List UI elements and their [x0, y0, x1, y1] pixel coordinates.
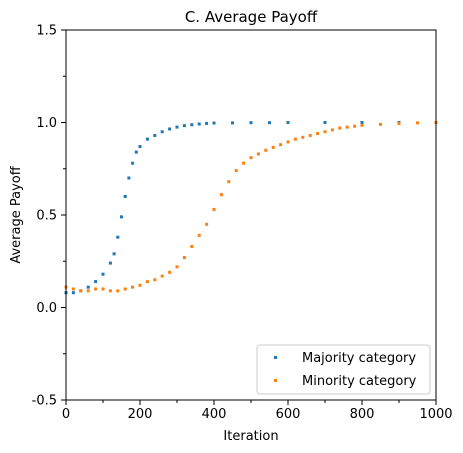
data-point [286, 121, 290, 124]
data-point [323, 130, 327, 134]
data-point [360, 121, 364, 124]
data-point [197, 233, 201, 237]
data-point [71, 291, 75, 295]
legend-marker-minority [274, 379, 277, 382]
data-point [345, 125, 349, 129]
legend-label-minority: Minority category [302, 374, 417, 389]
data-point [182, 124, 186, 128]
data-point [308, 133, 312, 137]
data-point [160, 130, 164, 134]
data-point [397, 121, 401, 125]
x-tick-label: 600 [276, 407, 301, 422]
data-point [86, 289, 90, 293]
data-point [145, 137, 149, 141]
data-point [101, 272, 105, 276]
data-point [175, 265, 179, 269]
y-tick-label: 0.0 [36, 301, 57, 316]
data-point [279, 143, 283, 147]
data-point [293, 137, 297, 141]
data-point [168, 270, 172, 274]
data-point [79, 289, 83, 293]
data-point [227, 180, 231, 184]
data-point [153, 278, 157, 282]
data-point [175, 125, 179, 129]
legend: Majority category Minority category [256, 344, 431, 395]
y-tick-label: -0.5 [32, 394, 57, 409]
data-point [316, 132, 320, 136]
data-point [212, 121, 216, 125]
data-point [231, 121, 234, 125]
x-tick-label: 800 [350, 407, 375, 422]
data-point [360, 123, 364, 127]
x-axis: 0 200 400 600 800 1000 [62, 400, 453, 422]
data-point [190, 244, 194, 248]
data-point [301, 135, 305, 139]
data-point [197, 122, 201, 126]
data-point [127, 176, 131, 180]
data-point [134, 150, 138, 154]
data-point [268, 121, 271, 125]
y-tick-label: 1.0 [36, 116, 57, 131]
data-point [94, 287, 98, 291]
data-point [153, 133, 157, 137]
data-point [264, 148, 268, 152]
chart-title: C. Average Payoff [185, 8, 318, 26]
data-point [219, 193, 223, 197]
y-tick-label: 1.5 [36, 24, 57, 39]
data-point [123, 287, 127, 291]
y-axis-label: Average Payoff [9, 165, 24, 263]
legend-marker-majority [274, 356, 277, 359]
legend-label-majority: Majority category [302, 351, 416, 366]
data-point [168, 127, 172, 131]
data-point [112, 252, 116, 256]
data-point [323, 121, 327, 124]
data-point [286, 140, 290, 144]
data-point [138, 145, 142, 149]
data-point [101, 287, 105, 291]
data-point [234, 169, 238, 173]
x-tick-label: 0 [62, 407, 70, 422]
data-point [190, 123, 194, 127]
data-point [330, 128, 334, 132]
data-point [120, 215, 123, 219]
y-axis: -0.5 0.0 0.5 1.0 1.5 [32, 24, 66, 409]
x-axis-label: Iteration [223, 429, 278, 444]
data-point [94, 280, 98, 284]
data-point [160, 274, 164, 278]
data-point [271, 145, 275, 149]
data-point [138, 283, 142, 287]
data-point [249, 156, 253, 160]
data-point [108, 261, 112, 265]
data-point [353, 124, 357, 128]
data-point [116, 289, 120, 293]
data-point [131, 285, 135, 289]
data-point [338, 126, 342, 130]
x-tick-label: 1000 [419, 407, 452, 422]
legend-box [256, 344, 431, 395]
data-point [182, 256, 186, 260]
data-point [416, 121, 419, 125]
data-point [123, 195, 127, 198]
data-point [205, 222, 209, 226]
data-point [86, 285, 90, 289]
data-point [379, 122, 382, 126]
data-point [145, 280, 149, 284]
data-point [212, 207, 216, 211]
data-point [242, 161, 246, 165]
data-point [205, 121, 209, 125]
y-tick-label: 0.5 [36, 209, 57, 224]
data-point [256, 152, 260, 156]
data-point [249, 121, 253, 125]
x-tick-label: 400 [202, 407, 227, 422]
data-point [71, 287, 75, 291]
x-tick-label: 200 [128, 407, 153, 422]
data-point [108, 289, 112, 293]
data-point [116, 235, 120, 239]
data-point [131, 161, 135, 165]
